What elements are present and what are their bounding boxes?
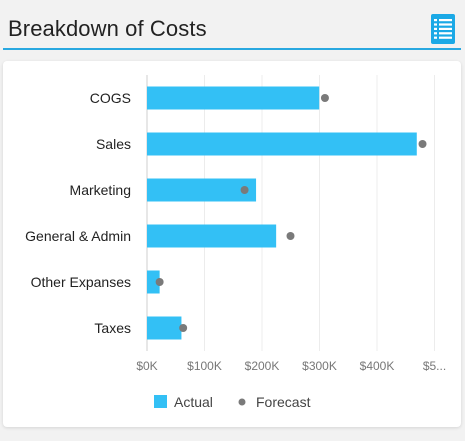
category-label: COGS xyxy=(90,90,131,106)
cost-breakdown-chart: COGS Sales Marketing General & Admin Other E… xyxy=(25,75,446,410)
legend-actual-label[interactable]: Actual xyxy=(174,394,213,410)
forecast-point[interactable] xyxy=(418,140,427,148)
legend-actual-swatch xyxy=(154,395,167,408)
actual-bar[interactable] xyxy=(147,132,417,156)
category-label: Sales xyxy=(96,136,131,152)
actual-bar[interactable] xyxy=(147,178,257,202)
legend-forecast-dot xyxy=(238,398,246,406)
legend-forecast-label[interactable]: Forecast xyxy=(256,394,311,410)
actual-bar[interactable] xyxy=(147,224,277,248)
actual-bar[interactable] xyxy=(147,316,182,340)
actual-bar[interactable] xyxy=(147,86,320,110)
x-tick-label: $100K xyxy=(187,359,222,373)
category-label: Marketing xyxy=(70,182,131,198)
forecast-point[interactable] xyxy=(320,94,329,102)
list-menu-glyph xyxy=(434,19,452,39)
panel-header: Breakdown of Costs xyxy=(3,6,461,50)
forecast-point[interactable] xyxy=(179,324,188,332)
actual-bar[interactable] xyxy=(147,270,160,294)
forecast-point[interactable] xyxy=(155,278,164,286)
forecast-point[interactable] xyxy=(286,232,295,240)
page-title: Breakdown of Costs xyxy=(8,16,207,41)
x-tick-label: $200K xyxy=(245,359,280,373)
category-label: Taxes xyxy=(94,320,131,336)
x-tick-label: $0K xyxy=(136,359,157,373)
x-tick-label: $400K xyxy=(360,359,395,373)
x-tick-label: $300K xyxy=(302,359,337,373)
category-label: General & Admin xyxy=(25,228,131,244)
list-menu-icon[interactable] xyxy=(431,14,455,44)
x-tick-label: $5... xyxy=(423,359,446,373)
chart-card: COGS Sales Marketing General & Admin Other E… xyxy=(3,61,461,427)
forecast-point[interactable] xyxy=(240,186,249,194)
category-label: Other Expanses xyxy=(31,274,131,290)
